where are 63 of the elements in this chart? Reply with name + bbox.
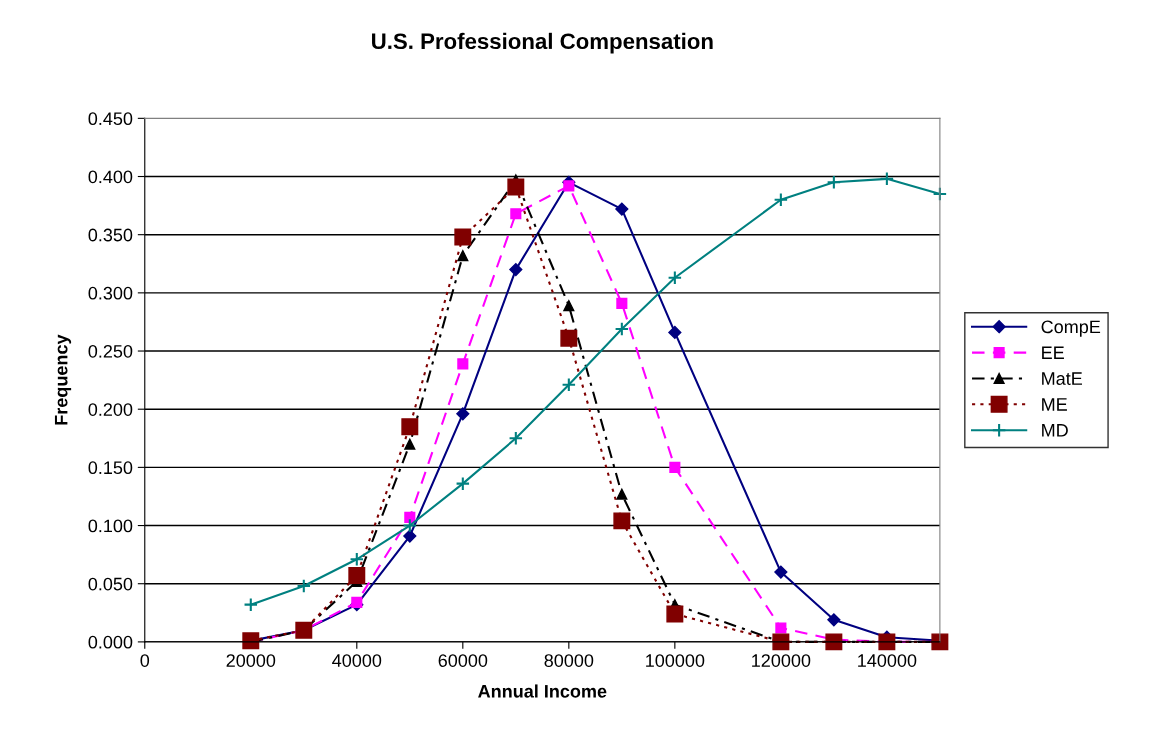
point bbox=[401, 418, 419, 436]
point bbox=[560, 329, 578, 347]
y-tick-label: 0.250 bbox=[88, 344, 133, 358]
point bbox=[349, 552, 365, 567]
point bbox=[613, 512, 631, 530]
point bbox=[563, 300, 575, 312]
point bbox=[616, 488, 628, 500]
legend-label: CompE bbox=[1041, 320, 1101, 337]
legend-label: MD bbox=[1042, 424, 1068, 437]
point bbox=[615, 202, 629, 216]
point bbox=[457, 358, 469, 370]
y-tick-label: 0.450 bbox=[88, 112, 133, 126]
point bbox=[774, 565, 788, 579]
x-tick-label: 20000 bbox=[226, 654, 276, 667]
point bbox=[508, 431, 524, 446]
y-tick-label: 0.350 bbox=[88, 228, 133, 242]
point bbox=[668, 325, 682, 340]
point bbox=[510, 208, 522, 220]
point bbox=[509, 263, 523, 277]
x-tick-label: 60000 bbox=[438, 654, 488, 667]
y-tick-label: 0.300 bbox=[88, 286, 133, 300]
x-tick-label: 0 bbox=[140, 654, 150, 667]
point bbox=[296, 578, 312, 594]
point bbox=[614, 321, 630, 337]
point bbox=[667, 270, 683, 286]
y-tick-label: 0.050 bbox=[88, 577, 133, 591]
y-tick-label: 0.150 bbox=[88, 461, 133, 475]
legend-label: EE bbox=[1042, 346, 1064, 359]
y-tick-label: 0.000 bbox=[88, 635, 133, 649]
x-tick-label: 140000 bbox=[858, 654, 917, 667]
y-tick-label: 0.100 bbox=[88, 519, 133, 533]
x-axis-title: Annual Income bbox=[478, 684, 607, 698]
point bbox=[403, 529, 417, 543]
point bbox=[773, 192, 789, 208]
point bbox=[455, 476, 471, 491]
x-tick-label: 80000 bbox=[544, 654, 594, 667]
point bbox=[669, 461, 681, 473]
point bbox=[456, 407, 470, 421]
point bbox=[507, 178, 525, 196]
point bbox=[243, 597, 259, 612]
legend-label: MatE bbox=[1042, 372, 1083, 385]
point bbox=[563, 180, 575, 192]
y-tick-label: 0.200 bbox=[88, 403, 133, 416]
chart-title: U.S. Professional Compensation bbox=[372, 32, 713, 54]
point bbox=[879, 171, 895, 187]
x-tick-label: 40000 bbox=[332, 654, 382, 667]
legend-label: ME bbox=[1042, 398, 1067, 411]
point bbox=[561, 377, 577, 393]
point bbox=[666, 605, 684, 623]
point bbox=[454, 228, 472, 246]
point bbox=[348, 567, 366, 585]
point bbox=[351, 596, 363, 608]
point bbox=[616, 297, 628, 309]
point bbox=[457, 250, 469, 262]
y-axis-title: Frequency bbox=[54, 334, 72, 425]
point bbox=[827, 613, 841, 627]
y-tick-label: 0.400 bbox=[88, 170, 133, 184]
x-tick-label: 120000 bbox=[752, 654, 811, 667]
x-tick-label: 100000 bbox=[646, 654, 705, 667]
point bbox=[402, 518, 418, 533]
point bbox=[404, 438, 416, 450]
point bbox=[775, 622, 787, 634]
point bbox=[826, 175, 842, 190]
